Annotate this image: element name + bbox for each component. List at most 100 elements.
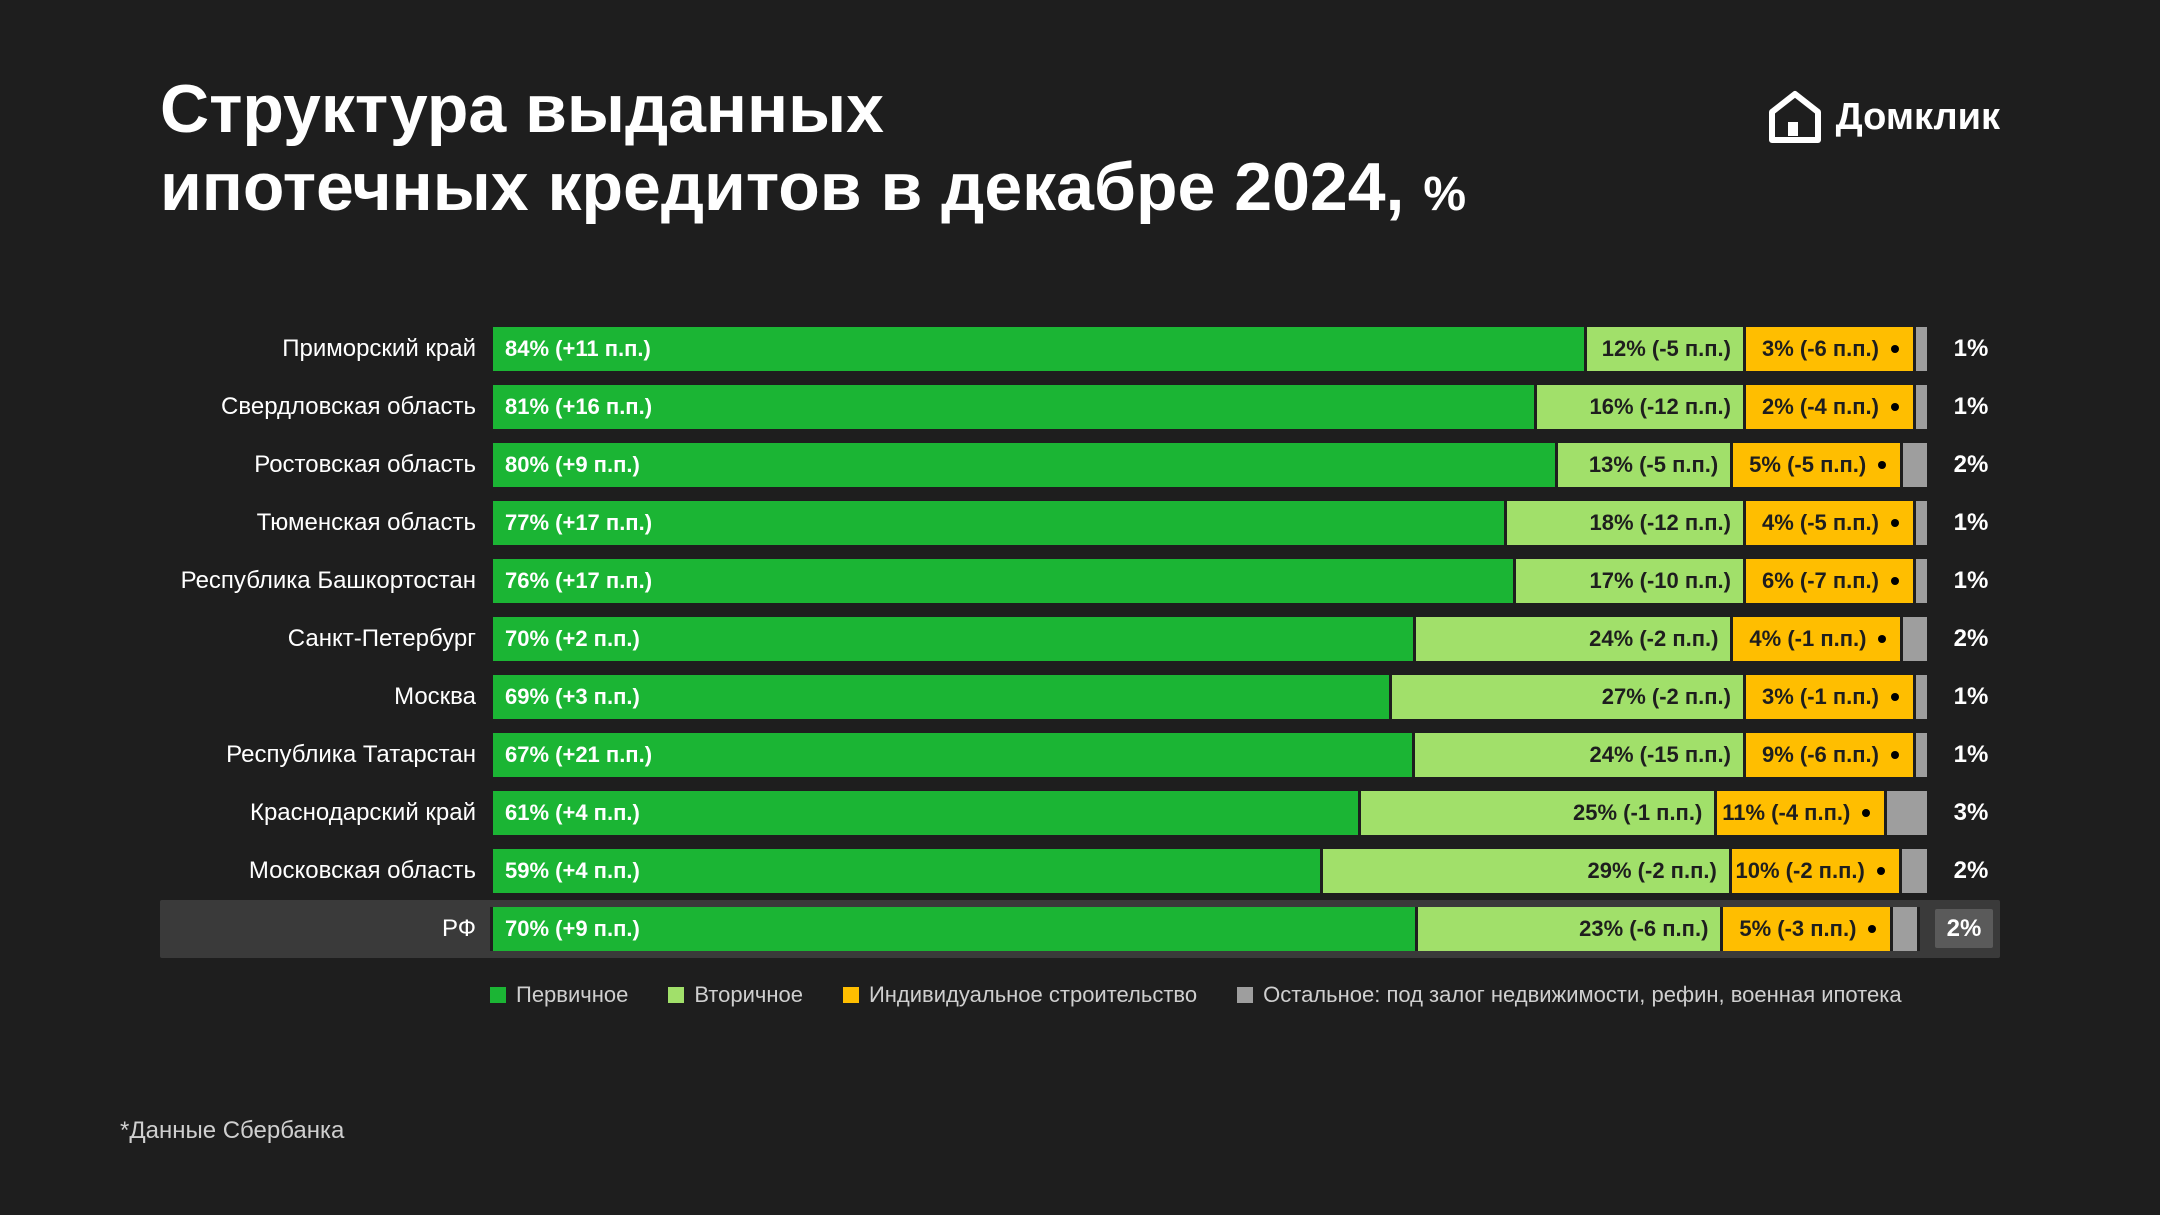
title-line1: Структура выданных	[160, 71, 884, 147]
segment-individual: 2% (-4 п.п.)	[1746, 385, 1916, 429]
segment-individual-label: 6% (-7 п.п.)	[1762, 568, 1879, 594]
legend-swatch	[668, 987, 684, 1003]
segment-other	[1916, 501, 1930, 545]
segment-other	[1916, 327, 1930, 371]
segment-other	[1916, 559, 1930, 603]
region-label: Московская область	[160, 857, 490, 885]
region-label: Ростовская область	[160, 451, 490, 479]
segment-primary-label: 70% (+2 п.п.)	[505, 626, 640, 652]
segment-primary-label: 77% (+17 п.п.)	[505, 510, 652, 536]
dot-icon	[1891, 751, 1899, 759]
legend-swatch	[1237, 987, 1253, 1003]
segment-primary: 84% (+11 п.п.)	[493, 327, 1587, 371]
bar: 61% (+4 п.п.) 25% (-1 п.п.) 11% (-4 п.п.)	[490, 791, 1930, 835]
other-value: 1%	[1930, 335, 2000, 363]
segment-other	[1903, 443, 1930, 487]
segment-primary: 80% (+9 п.п.)	[493, 443, 1558, 487]
region-label: Москва	[160, 683, 490, 711]
segment-individual-label: 3% (-6 п.п.)	[1762, 336, 1879, 362]
chart-row: Свердловская область 81% (+16 п.п.) 16% (-…	[160, 378, 2000, 436]
segment-secondary-label: 16% (-12 п.п.)	[1589, 394, 1731, 420]
segment-primary-label: 69% (+3 п.п.)	[505, 684, 640, 710]
brand-name: Домклик	[1836, 96, 2000, 139]
segment-secondary-label: 25% (-1 п.п.)	[1573, 800, 1702, 826]
segment-individual: 4% (-1 п.п.)	[1733, 617, 1903, 661]
segment-primary: 70% (+2 п.п.)	[493, 617, 1416, 661]
legend-item: Остальное: под залог недвижимости, рефин…	[1237, 982, 1901, 1008]
legend-label: Первичное	[516, 982, 628, 1008]
segment-individual-label: 5% (-5 п.п.)	[1749, 452, 1866, 478]
segment-primary: 70% (+9 п.п.)	[493, 907, 1418, 951]
segment-secondary: 23% (-6 п.п.)	[1418, 907, 1723, 951]
region-label: Свердловская область	[160, 393, 490, 421]
other-value: 1%	[1930, 567, 2000, 595]
legend-swatch	[490, 987, 506, 1003]
page-title: Структура выданных ипотечных кредитов в …	[160, 70, 1466, 226]
header: Структура выданных ипотечных кредитов в …	[160, 70, 2000, 226]
bar: 81% (+16 п.п.) 16% (-12 п.п.) 2% (-4 п.п.)	[490, 385, 1930, 429]
region-label: Республика Башкортостан	[160, 567, 490, 595]
segment-secondary-label: 13% (-5 п.п.)	[1589, 452, 1718, 478]
other-value: 2%	[1930, 857, 2000, 885]
bar: 59% (+4 п.п.) 29% (-2 п.п.) 10% (-2 п.п.)	[490, 849, 1930, 893]
segment-primary: 69% (+3 п.п.)	[493, 675, 1392, 719]
dot-icon	[1862, 809, 1870, 817]
title-line2: ипотечных кредитов в декабре 2024,	[160, 149, 1423, 225]
segment-secondary-label: 24% (-2 п.п.)	[1589, 626, 1718, 652]
segment-secondary-label: 17% (-10 п.п.)	[1589, 568, 1731, 594]
other-value: 2%	[1930, 451, 2000, 479]
dot-icon	[1891, 345, 1899, 353]
segment-secondary: 29% (-2 п.п.)	[1323, 849, 1731, 893]
segment-other	[1903, 617, 1930, 661]
chart-row: Тюменская область77% (+17 п.п.)18% (-12 …	[160, 494, 2000, 552]
segment-secondary-label: 23% (-6 п.п.)	[1579, 916, 1708, 942]
segment-individual: 5% (-5 п.п.)	[1733, 443, 1903, 487]
segment-other	[1887, 791, 1930, 835]
segment-primary: 67% (+21 п.п.)	[493, 733, 1415, 777]
dot-icon	[1891, 403, 1899, 411]
bar: 69% (+3 п.п.)27% (-2 п.п.)3% (-1 п.п.)	[490, 675, 1930, 719]
segment-individual: 11% (-4 п.п.)	[1717, 791, 1887, 835]
segment-secondary-label: 24% (-15 п.п.)	[1589, 742, 1731, 768]
other-value: 1%	[1930, 509, 2000, 537]
segment-primary-label: 80% (+9 п.п.)	[505, 452, 640, 478]
other-value: 2%	[1920, 915, 2000, 943]
bar: 76% (+17 п.п.) 17% (-10 п.п.) 6% (-7 п.п.)	[490, 559, 1930, 603]
region-label: Приморский край	[160, 335, 490, 363]
bar: 77% (+17 п.п.) 18% (-12 п.п.)4% (-5 п.п.)	[490, 501, 1930, 545]
region-label: Краснодарский край	[160, 799, 490, 827]
segment-individual: 10% (-2 п.п.)	[1732, 849, 1902, 893]
other-value: 1%	[1930, 683, 2000, 711]
other-value: 1%	[1930, 741, 2000, 769]
segment-secondary: 18% (-12 п.п.)	[1507, 501, 1746, 545]
legend-label: Индивидуальное строительство	[869, 982, 1197, 1008]
segment-individual: 6% (-7 п.п.)	[1746, 559, 1916, 603]
segment-individual-label: 2% (-4 п.п.)	[1762, 394, 1879, 420]
segment-primary-label: 70% (+9 п.п.)	[505, 916, 640, 942]
house-icon	[1768, 90, 1822, 144]
segment-secondary-label: 29% (-2 п.п.)	[1588, 858, 1717, 884]
segment-other	[1902, 849, 1930, 893]
segment-primary-label: 61% (+4 п.п.)	[505, 800, 640, 826]
region-label: Республика Татарстан	[160, 741, 490, 769]
chart-row: Краснодарский край 61% (+4 п.п.) 25% (-1 п…	[160, 784, 2000, 842]
segment-primary-label: 84% (+11 п.п.)	[505, 336, 651, 362]
chart-row: Санкт-Петербург 70% (+2 п.п.) 24% (-2 п.п.…	[160, 610, 2000, 668]
bar: 67% (+21 п.п.) 24% (-15 п.п.) 9% (-6 п.п.)	[490, 733, 1930, 777]
legend: ПервичноеВторичноеИндивидуальное строите…	[490, 982, 2000, 1008]
segment-primary: 61% (+4 п.п.)	[493, 791, 1361, 835]
bar: 70% (+9 п.п.)23% (-6 п.п.)5% (-3 п.п.)	[490, 907, 1920, 951]
segment-individual-label: 9% (-6 п.п.)	[1762, 742, 1879, 768]
segment-primary-label: 76% (+17 п.п.)	[505, 568, 652, 594]
segment-primary-label: 59% (+4 п.п.)	[505, 858, 640, 884]
region-label: Санкт-Петербург	[160, 625, 490, 653]
segment-individual: 4% (-5 п.п.)	[1746, 501, 1916, 545]
segment-primary-label: 81% (+16 п.п.)	[505, 394, 652, 420]
stacked-bar-chart: Приморский край 84% (+11 п.п.) 12% (-5 п.п…	[160, 320, 2000, 1008]
segment-individual-label: 4% (-1 п.п.)	[1749, 626, 1866, 652]
bar: 84% (+11 п.п.) 12% (-5 п.п.) 3% (-6 п.п.)	[490, 327, 1930, 371]
dot-icon	[1878, 635, 1886, 643]
segment-other	[1916, 385, 1930, 429]
region-label: РФ	[160, 915, 490, 943]
segment-secondary-label: 12% (-5 п.п.)	[1602, 336, 1731, 362]
